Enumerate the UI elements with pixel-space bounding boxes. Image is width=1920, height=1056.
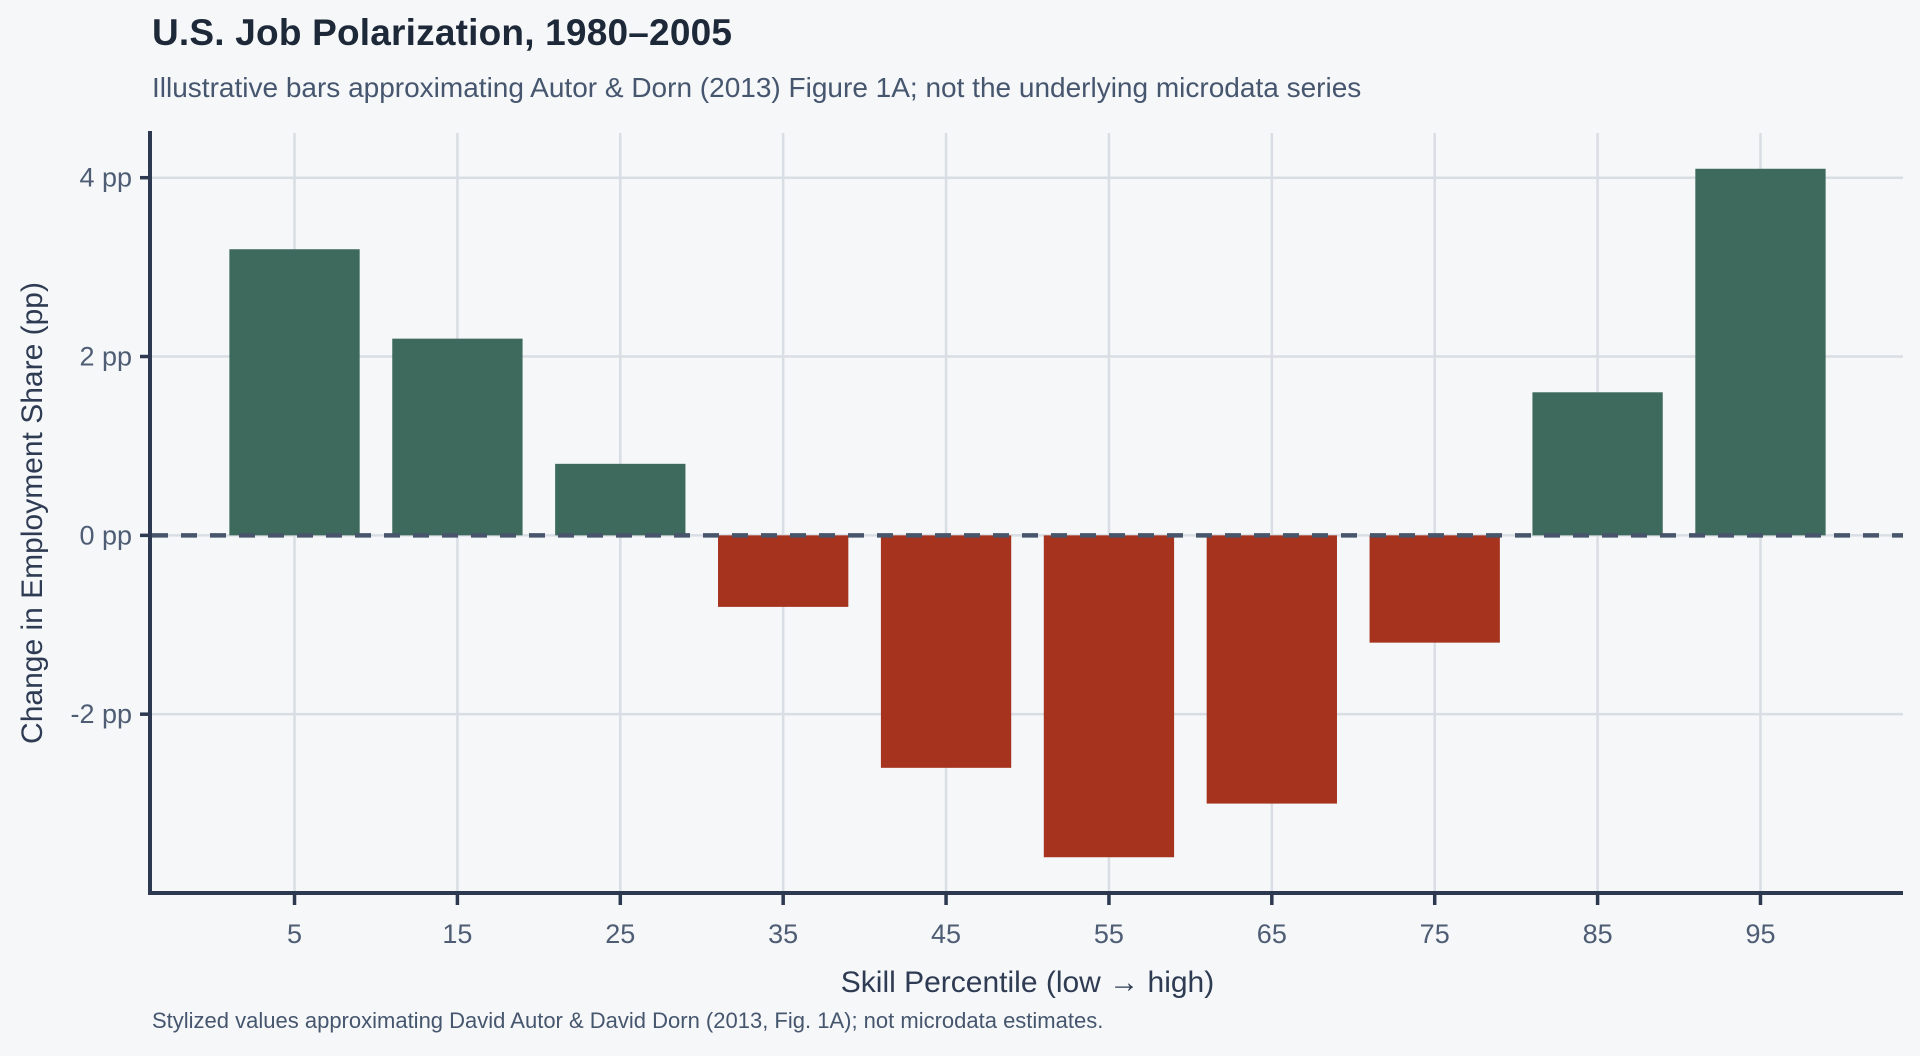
x-tick-label: 95 (1745, 919, 1775, 949)
bar-percentile-5 (229, 249, 360, 536)
bar-percentile-65 (1206, 535, 1337, 804)
bar-percentile-15 (392, 338, 523, 536)
x-tick-label: 55 (1094, 919, 1124, 949)
y-tick-label: 4 pp (79, 163, 132, 193)
y-tick-label: -2 pp (70, 699, 132, 729)
x-axis-title: Skill Percentile (low → high) (841, 966, 1214, 999)
y-tick-label: 2 pp (79, 342, 132, 372)
y-axis-title: Change in Employment Share (pp) (16, 282, 49, 744)
x-tick-label: 45 (931, 919, 961, 949)
bar-percentile-35 (718, 535, 849, 607)
chart-title: U.S. Job Polarization, 1980–2005 (152, 12, 733, 53)
x-tick-label: 15 (442, 919, 472, 949)
bar-percentile-25 (555, 463, 686, 536)
x-tick-label: 25 (605, 919, 635, 949)
bar-percentile-95 (1695, 168, 1826, 536)
x-tick-label: 5 (287, 919, 302, 949)
x-tick-label: 35 (768, 919, 798, 949)
x-tick-label: 85 (1583, 919, 1613, 949)
chart-subtitle: Illustrative bars approximating Autor & … (152, 72, 1362, 103)
y-tick-label: 0 pp (79, 520, 132, 550)
bar-percentile-75 (1369, 535, 1500, 643)
x-tick-label: 75 (1420, 919, 1450, 949)
chart-caption: Stylized values approximating David Auto… (152, 1008, 1104, 1033)
x-tick-label: 65 (1257, 919, 1287, 949)
bar-percentile-45 (880, 535, 1012, 768)
bar-percentile-55 (1043, 535, 1175, 858)
bar-percentile-85 (1532, 392, 1663, 536)
